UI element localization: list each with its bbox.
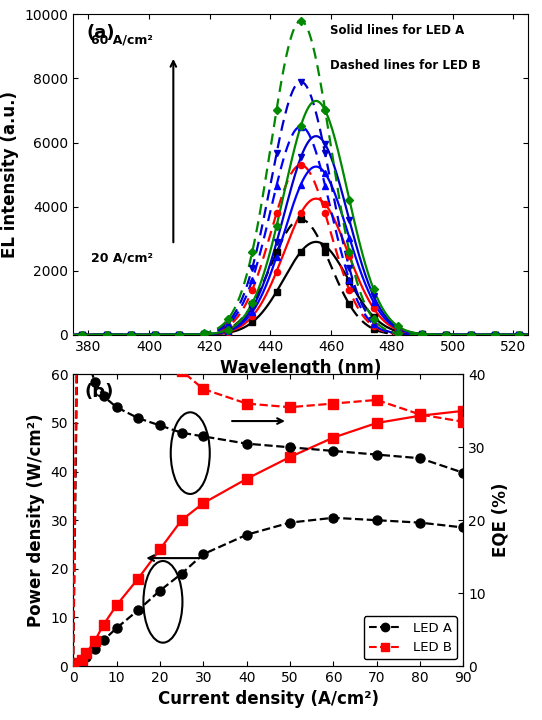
Text: (a): (a) <box>87 24 115 42</box>
Text: 60 A/cm²: 60 A/cm² <box>92 34 153 47</box>
X-axis label: Current density (A/cm²): Current density (A/cm²) <box>158 690 379 708</box>
Text: Solid lines for LED A: Solid lines for LED A <box>331 24 464 37</box>
Legend: LED A, LED B: LED A, LED B <box>364 616 457 660</box>
Text: (b): (b) <box>85 383 114 401</box>
X-axis label: Wavelength (nm): Wavelength (nm) <box>220 359 382 377</box>
Y-axis label: EL intensity (a.u.): EL intensity (a.u.) <box>1 91 19 258</box>
Y-axis label: EQE (%): EQE (%) <box>492 483 509 557</box>
Text: 20 A/cm²: 20 A/cm² <box>92 251 153 264</box>
Y-axis label: Power density (W/cm²): Power density (W/cm²) <box>27 413 45 627</box>
Text: Dashed lines for LED B: Dashed lines for LED B <box>331 59 481 72</box>
